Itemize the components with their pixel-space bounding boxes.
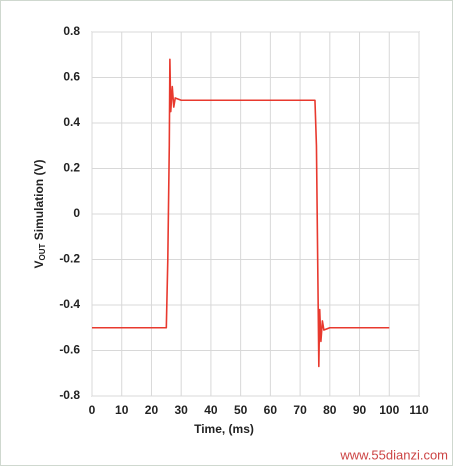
x-tick-label: 10 bbox=[115, 403, 129, 417]
watermark: www.55dianzi.com bbox=[339, 447, 448, 462]
x-tick-label: 30 bbox=[175, 403, 189, 417]
y-tick-label: -0.8 bbox=[59, 388, 80, 402]
y-label-rest: Simulation (V) bbox=[32, 160, 46, 244]
x-tick-label: 110 bbox=[409, 403, 429, 417]
x-tick-label: 20 bbox=[145, 403, 159, 417]
watermark-bg bbox=[340, 445, 452, 465]
x-axis-label: Time, (ms) bbox=[194, 422, 254, 436]
y-tick-label: -0.6 bbox=[59, 343, 80, 357]
x-tick-label: 100 bbox=[379, 403, 399, 417]
y-label-main: V bbox=[32, 260, 46, 268]
x-tick-label: 40 bbox=[204, 403, 218, 417]
y-tick-label: -0.2 bbox=[59, 252, 80, 266]
y-tick-label: 0.6 bbox=[63, 70, 80, 84]
y-tick-label: -0.4 bbox=[59, 297, 80, 311]
y-tick-label: 0.8 bbox=[63, 24, 80, 38]
x-tick-label: 0 bbox=[89, 403, 96, 417]
y-axis-label: VOUT Simulation (V) bbox=[32, 160, 47, 269]
y-tick-label: 0.4 bbox=[63, 115, 80, 129]
y-tick-label: 0.2 bbox=[63, 161, 80, 175]
x-tick-label: 50 bbox=[234, 403, 248, 417]
x-tick-label: 60 bbox=[264, 403, 278, 417]
line-series bbox=[92, 58, 390, 368]
x-tick-label: 70 bbox=[293, 403, 307, 417]
x-tick-label: 80 bbox=[323, 403, 337, 417]
x-tick-label: 90 bbox=[353, 403, 367, 417]
y-label-sub: OUT bbox=[38, 243, 47, 260]
y-tick-label: 0 bbox=[73, 206, 80, 220]
